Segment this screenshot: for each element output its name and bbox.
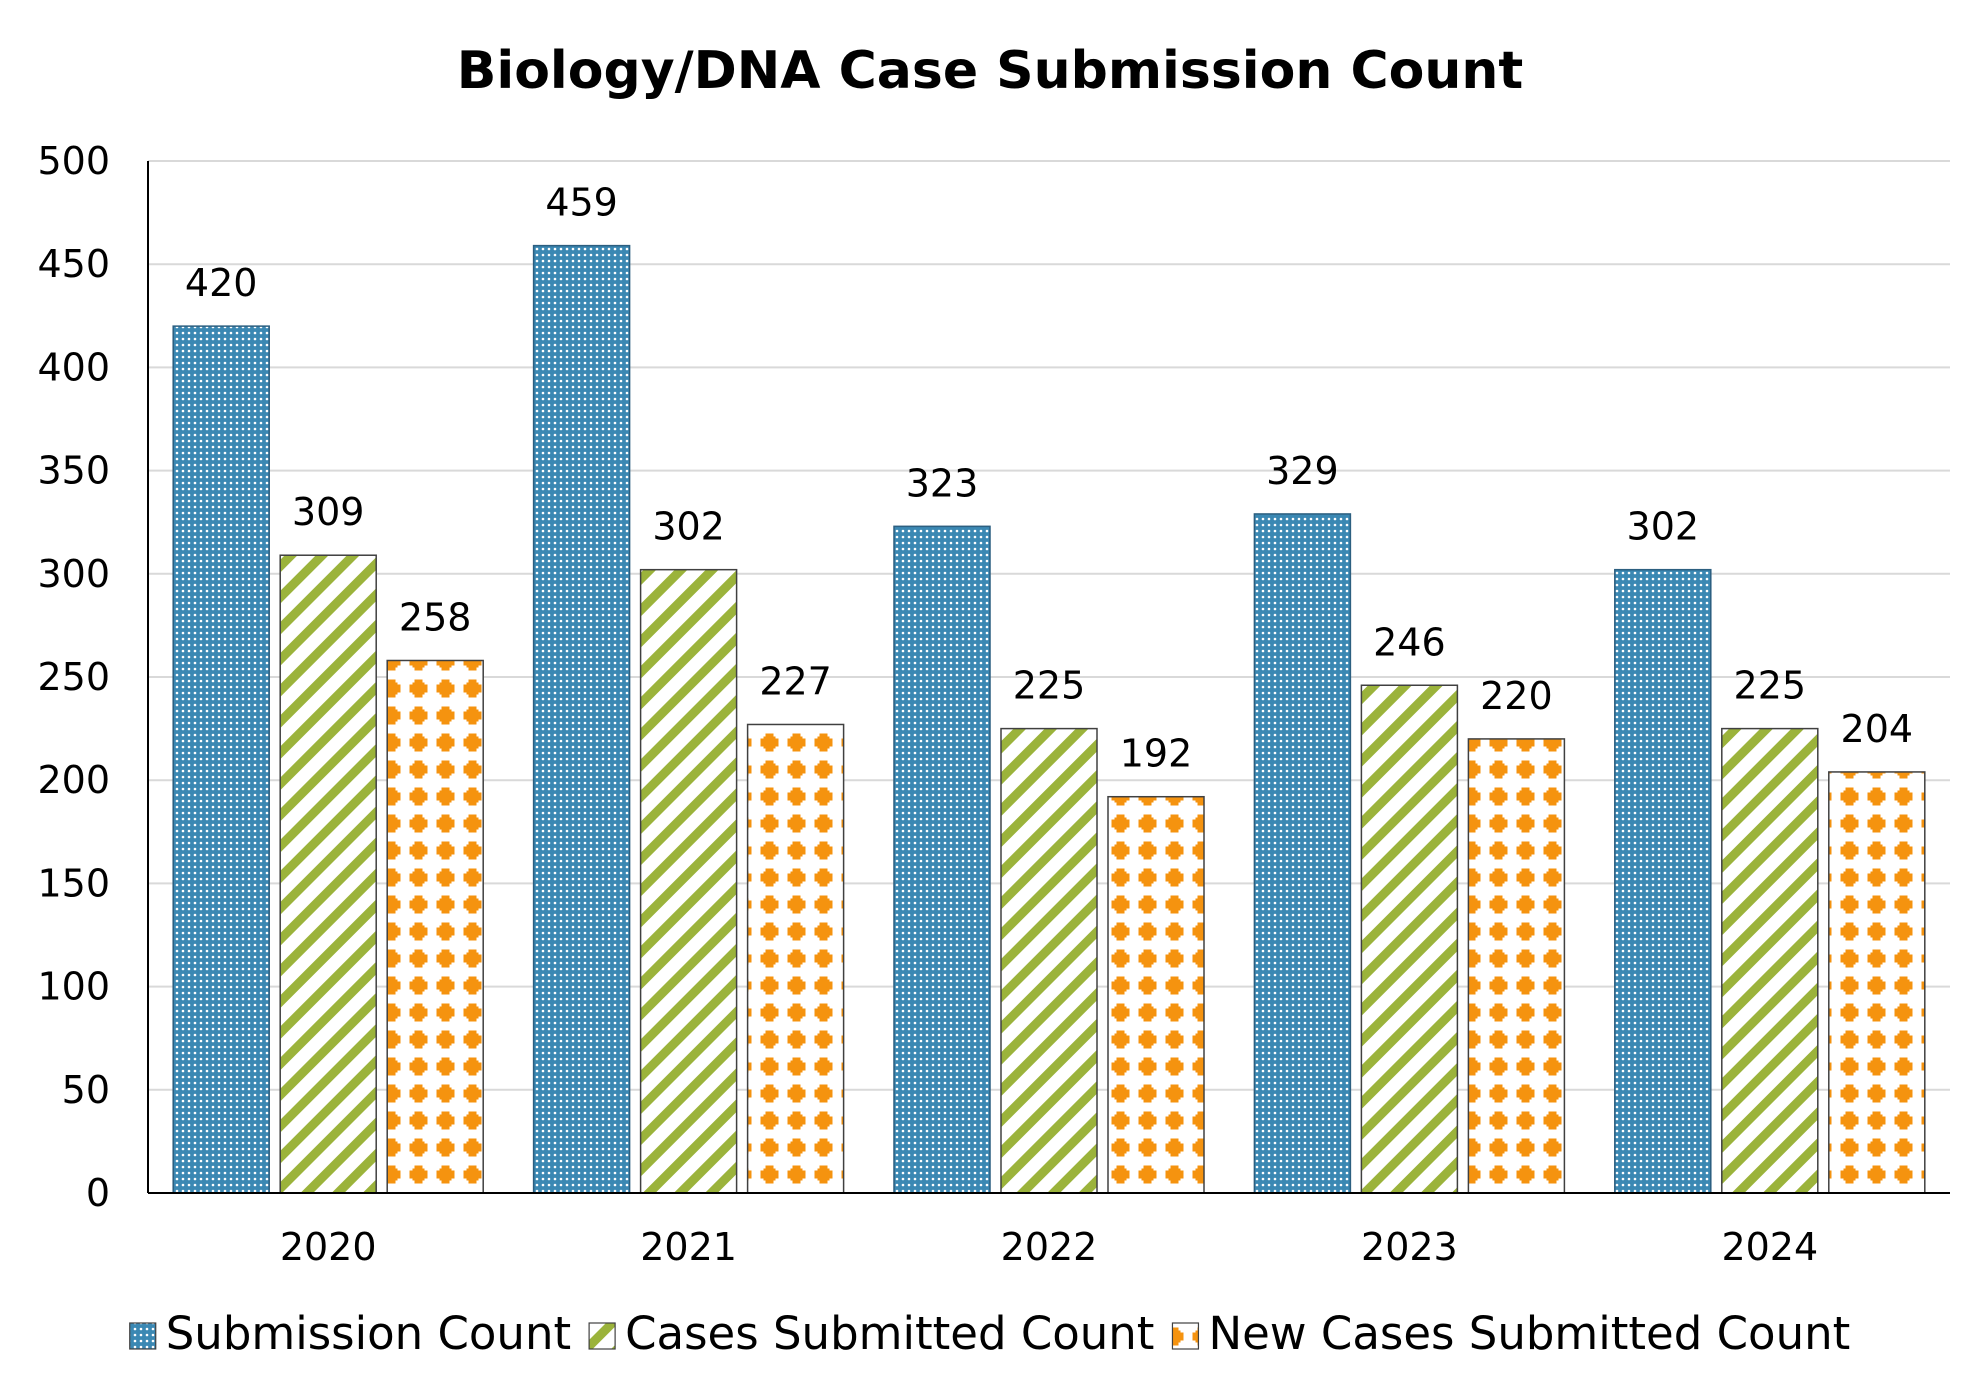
y-tick-label: 100 [37, 965, 110, 1009]
x-tick-label: 2024 [1721, 1225, 1818, 1269]
y-tick-label: 300 [37, 552, 110, 596]
legend-item: New Cases Submitted Count [1171, 1307, 1850, 1360]
data-label: 302 [652, 505, 725, 549]
data-label: 323 [906, 461, 979, 505]
bar [893, 525, 991, 1194]
legend-swatch [1171, 1322, 1200, 1350]
bar [1253, 513, 1352, 1194]
data-label: 225 [1734, 664, 1807, 708]
bar [1107, 795, 1205, 1194]
x-tick-label: 2023 [1361, 1225, 1458, 1269]
data-label: 329 [1266, 449, 1339, 493]
legend-item: Submission Count [129, 1307, 571, 1360]
bar [1000, 727, 1098, 1194]
data-label: 192 [1120, 732, 1193, 776]
y-tick-label: 450 [37, 242, 110, 286]
chart-title: Biology/DNA Case Submission Count [457, 41, 1524, 101]
bar [1614, 568, 1712, 1194]
y-tick-label: 50 [62, 1068, 110, 1112]
y-tick-label: 0 [86, 1171, 110, 1215]
data-label: 459 [545, 181, 618, 225]
data-label: 302 [1627, 505, 1700, 549]
y-tick-label: 400 [37, 345, 110, 389]
data-label: 309 [292, 490, 365, 534]
data-label: 246 [1373, 620, 1446, 664]
legend: Submission Count Cases Submitted Count New… [129, 1307, 1850, 1360]
x-tick-label: 2021 [640, 1225, 737, 1269]
y-axis-tick-labels: 0 50 100 150 200 250 300 350 400 450 500 [37, 139, 110, 1215]
x-axis-tick-labels: 2020 2021 2022 2023 2024 [280, 1225, 1818, 1269]
x-tick-label: 2022 [1001, 1225, 1098, 1269]
bar [746, 723, 845, 1194]
bar [1360, 684, 1459, 1194]
bar [386, 659, 484, 1194]
bar [1828, 771, 1926, 1194]
y-tick-label: 150 [37, 861, 110, 905]
y-tick-label: 200 [37, 758, 110, 802]
legend-label: New Cases Submitted Count [1208, 1307, 1850, 1360]
legend-swatch [588, 1322, 616, 1350]
legend-label: Submission Count [166, 1307, 571, 1360]
data-label: 225 [1013, 664, 1086, 708]
y-tick-label: 250 [37, 655, 110, 699]
axes [147, 161, 1950, 1194]
bar [1467, 738, 1566, 1194]
legend-item: Cases Submitted Count [588, 1307, 1154, 1360]
data-labels: 420 459 323 329 302 309 302 225 246 225 258 227 192 2… [185, 181, 1913, 776]
y-tick-label: 350 [37, 449, 110, 493]
data-label: 258 [399, 595, 472, 639]
legend-label: Cases Submitted Count [625, 1307, 1154, 1360]
data-label: 204 [1841, 707, 1914, 751]
legend-swatch [129, 1322, 157, 1350]
x-tick-label: 2020 [280, 1225, 377, 1269]
bars [172, 244, 1926, 1194]
data-label: 227 [759, 659, 832, 703]
data-label: 220 [1480, 674, 1553, 718]
bar [639, 568, 738, 1194]
y-tick-label: 500 [37, 139, 110, 183]
bar [1721, 727, 1819, 1194]
bar [279, 554, 377, 1194]
data-label: 420 [185, 261, 258, 305]
bar [532, 244, 631, 1194]
bar [172, 325, 270, 1194]
